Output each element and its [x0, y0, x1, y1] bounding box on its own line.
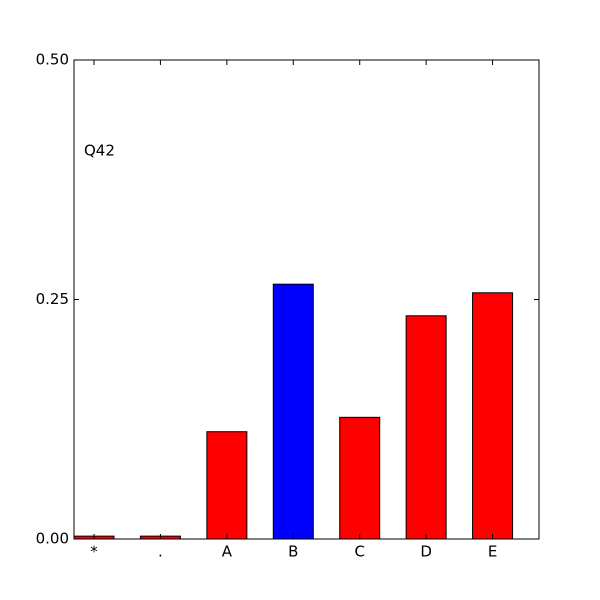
x-tick-label: B — [288, 543, 298, 561]
x-tick-label: A — [222, 543, 233, 561]
bar — [339, 416, 381, 540]
x-tick-label: * — [90, 543, 98, 561]
bar — [405, 315, 447, 540]
y-tick-label: 0.50 — [36, 51, 69, 69]
bar — [206, 431, 248, 540]
annotation: Q42 — [84, 142, 115, 160]
bar — [472, 292, 514, 540]
y-tick-label: 0.00 — [36, 530, 69, 548]
x-tick-label: . — [158, 543, 163, 561]
x-tick-label: C — [354, 543, 364, 561]
x-tick-label: E — [488, 543, 497, 561]
y-tick-label: 0.25 — [36, 290, 69, 308]
bar — [272, 283, 314, 540]
x-tick-label: D — [420, 543, 432, 561]
plot-frame — [73, 59, 540, 540]
